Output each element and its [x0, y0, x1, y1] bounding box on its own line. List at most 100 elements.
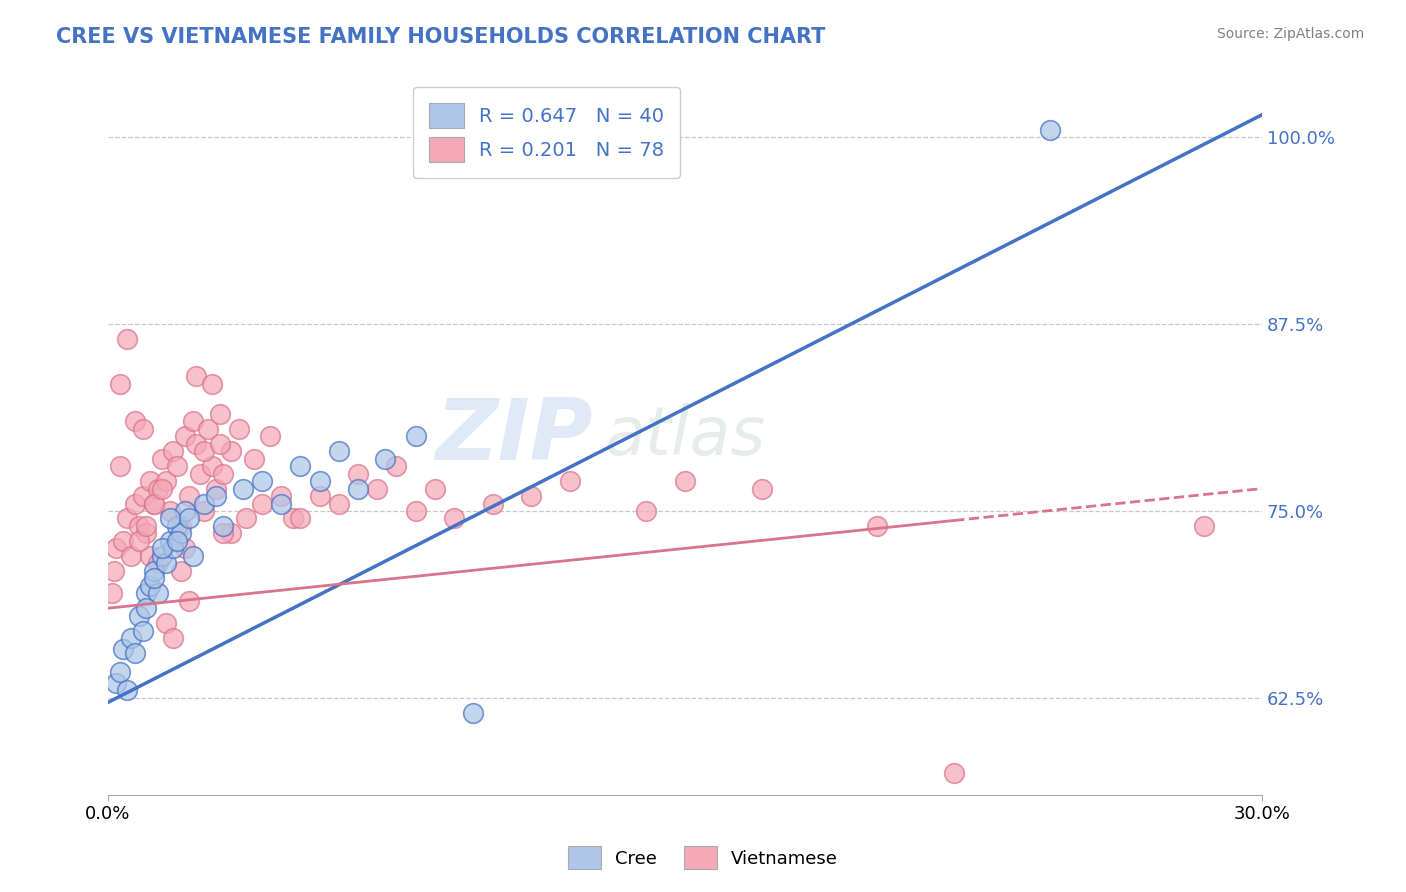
Point	[177, 593, 200, 607]
Point	[108, 665, 131, 680]
Point	[186, 369, 208, 384]
Point	[193, 496, 215, 510]
Point	[481, 496, 503, 510]
Point	[135, 586, 157, 600]
Point	[146, 482, 169, 496]
Point	[463, 706, 485, 720]
Text: CREE VS VIETNAMESE FAMILY HOUSEHOLDS CORRELATION CHART: CREE VS VIETNAMESE FAMILY HOUSEHOLDS COR…	[56, 27, 825, 46]
Point	[232, 482, 254, 496]
Point	[177, 489, 200, 503]
Point	[146, 557, 169, 571]
Point	[170, 564, 193, 578]
Point	[290, 459, 312, 474]
Point	[135, 601, 157, 615]
Point	[181, 414, 204, 428]
Point	[328, 444, 350, 458]
Point	[166, 519, 188, 533]
Point	[174, 504, 197, 518]
Point	[104, 541, 127, 556]
Point	[104, 676, 127, 690]
Point	[219, 444, 242, 458]
Point	[204, 482, 226, 496]
Point	[204, 489, 226, 503]
Point	[405, 429, 427, 443]
Point	[259, 429, 281, 443]
Legend: Cree, Vietnamese: Cree, Vietnamese	[560, 838, 846, 879]
Point	[170, 526, 193, 541]
Point	[235, 511, 257, 525]
Point	[186, 436, 208, 450]
Point	[636, 504, 658, 518]
Point	[159, 533, 181, 548]
Point	[385, 459, 408, 474]
Point	[374, 451, 396, 466]
Point	[405, 504, 427, 518]
Point	[159, 504, 181, 518]
Point	[155, 474, 177, 488]
Point	[174, 541, 197, 556]
Point	[155, 557, 177, 571]
Point	[135, 519, 157, 533]
Point	[103, 564, 125, 578]
Point	[146, 586, 169, 600]
Point	[270, 489, 292, 503]
Point	[128, 519, 150, 533]
Point	[115, 332, 138, 346]
Point	[228, 422, 250, 436]
Text: atlas: atlas	[605, 403, 765, 469]
Text: Source: ZipAtlas.com: Source: ZipAtlas.com	[1216, 27, 1364, 41]
Point	[290, 511, 312, 525]
Point	[347, 467, 370, 481]
Point	[124, 414, 146, 428]
Point	[243, 451, 266, 466]
Point	[139, 474, 162, 488]
Point	[197, 422, 219, 436]
Point	[150, 451, 173, 466]
Point	[201, 459, 224, 474]
Point	[443, 511, 465, 525]
Point	[139, 549, 162, 563]
Point	[150, 541, 173, 556]
Point	[108, 376, 131, 391]
Point	[188, 467, 211, 481]
Point	[219, 526, 242, 541]
Point	[193, 444, 215, 458]
Point	[143, 564, 166, 578]
Point	[212, 519, 235, 533]
Text: ZIP: ZIP	[434, 395, 593, 478]
Point	[558, 474, 581, 488]
Point	[1039, 122, 1062, 136]
Point	[673, 474, 696, 488]
Point	[308, 474, 330, 488]
Point	[150, 549, 173, 563]
Point	[174, 429, 197, 443]
Point	[115, 511, 138, 525]
Point	[201, 376, 224, 391]
Point	[1192, 519, 1215, 533]
Point	[162, 631, 184, 645]
Point	[128, 608, 150, 623]
Point	[135, 526, 157, 541]
Point	[170, 519, 193, 533]
Point	[131, 624, 153, 638]
Point	[166, 533, 188, 548]
Point	[212, 526, 235, 541]
Point	[328, 496, 350, 510]
Point	[112, 641, 135, 656]
Point	[112, 533, 135, 548]
Point	[270, 496, 292, 510]
Point	[120, 549, 142, 563]
Point	[308, 489, 330, 503]
Point	[155, 616, 177, 631]
Point	[124, 646, 146, 660]
Point	[520, 489, 543, 503]
Point	[108, 459, 131, 474]
Point	[162, 444, 184, 458]
Point	[866, 519, 889, 533]
Point	[193, 504, 215, 518]
Point	[281, 511, 304, 525]
Point	[143, 571, 166, 585]
Point	[128, 533, 150, 548]
Point	[150, 482, 173, 496]
Point	[115, 683, 138, 698]
